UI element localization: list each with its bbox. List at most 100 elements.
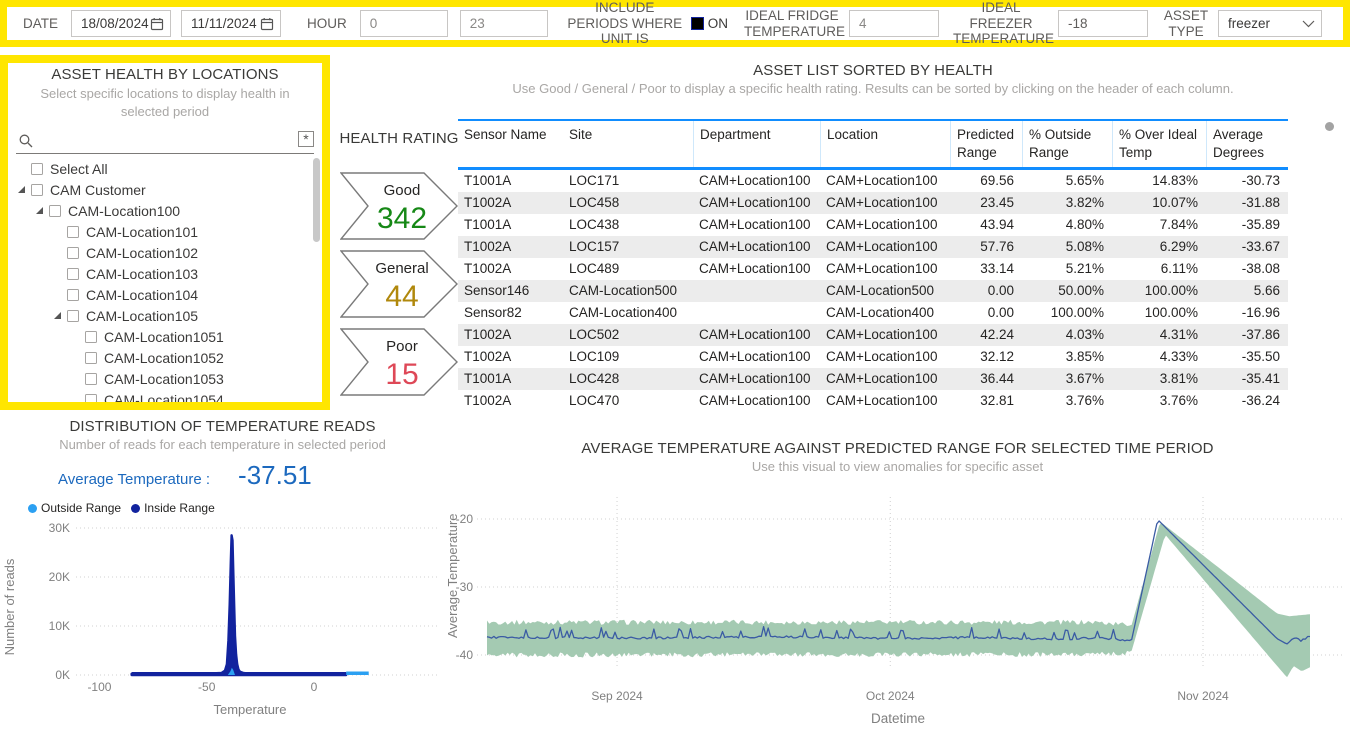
hour-to-input[interactable]: 23 [459, 10, 548, 37]
table-row[interactable]: T1002A LOC458 CAM+Location100 CAM+Location1… [458, 192, 1288, 215]
table-cell: 3.76% [1159, 393, 1198, 409]
table-cell: -37.86 [1241, 327, 1280, 343]
include-periods-toggle[interactable] [690, 17, 704, 30]
expand-arrow-icon[interactable] [18, 186, 31, 194]
table-cell: CAM-Location400 [826, 305, 935, 321]
table-row[interactable]: T1001A LOC428 CAM+Location100 CAM+Location1… [458, 368, 1288, 391]
table-cell: CAM-Location400 [569, 305, 678, 321]
table-row[interactable]: T1002A LOC489 CAM+Location100 CAM+Location1… [458, 258, 1288, 280]
column-header[interactable]: Sensor Name [464, 127, 547, 142]
location-checkbox[interactable] [67, 267, 79, 280]
location-label[interactable]: CAM-Location1053 [104, 370, 224, 387]
table-cell: Sensor82 [464, 305, 522, 321]
table-cell: 100.00% [1050, 305, 1104, 321]
location-checkbox[interactable] [31, 162, 43, 175]
location-checkbox[interactable] [67, 225, 79, 238]
location-checkbox[interactable] [85, 393, 97, 402]
location-label[interactable]: CAM-Location1054 [104, 391, 224, 406]
health-rating-panel: HEALTH RATING Good 342 General 44 Poor 15 [336, 130, 462, 396]
location-checkbox[interactable] [31, 183, 43, 196]
location-checkbox[interactable] [85, 372, 97, 385]
location-checkbox[interactable] [49, 204, 61, 217]
health-rating-good[interactable]: Good 342 [336, 172, 462, 240]
range-plot[interactable]: -20 -30 -40 Sep 2024 Oct 2024 Nov 2024 Datetim… [445, 495, 1350, 740]
table-cell [693, 302, 820, 324]
tree-item[interactable]: CAM-Location1052 [8, 347, 322, 368]
tree-item[interactable]: CAM-Location103 [8, 263, 322, 284]
asset-type-dropdown[interactable]: freezer [1218, 10, 1323, 37]
column-header[interactable]: % Over Ideal Temp [1112, 121, 1206, 168]
table-cell: LOC438 [569, 217, 620, 233]
location-label[interactable]: CAM-Location100 [68, 202, 181, 219]
tree-item[interactable]: CAM-Location104 [8, 284, 322, 305]
triangle-icon [18, 186, 25, 194]
location-checkbox[interactable] [67, 246, 79, 259]
calendar-icon[interactable] [260, 17, 274, 31]
asset-type-label: ASSET TYPE [1163, 7, 1209, 39]
date-to-input[interactable]: 11/11/2024 [181, 10, 282, 37]
ideal-fridge-input[interactable]: 4 [849, 10, 940, 37]
tree-item[interactable]: CAM Customer [8, 179, 322, 200]
tree-item[interactable]: CAM-Location100 [8, 200, 322, 221]
location-checkbox[interactable] [67, 309, 79, 322]
distribution-plot[interactable]: 0K 10K 20K 30K -100 -50 0 Temperature Number of … [0, 515, 445, 727]
range-chart-title: AVERAGE TEMPERATURE AGAINST PREDICTED RA… [581, 440, 1214, 457]
location-label[interactable]: CAM-Location101 [86, 223, 199, 240]
table-row[interactable]: T1001A LOC438 CAM+Location100 CAM+Location1… [458, 214, 1288, 236]
legend-dot-icon [131, 503, 141, 513]
location-checkbox[interactable] [85, 330, 97, 343]
svg-text:Good: Good [384, 182, 421, 199]
location-label[interactable]: CAM-Location103 [86, 265, 199, 282]
tree-item[interactable]: CAM-Location102 [8, 242, 322, 263]
column-header[interactable]: Location [820, 121, 950, 168]
ideal-fridge-label: IDEAL FRIDGE TEMPERATURE [744, 7, 846, 39]
table-scrollbar-dot[interactable] [1325, 122, 1334, 131]
column-header[interactable]: % Outside Range [1022, 121, 1112, 168]
health-rating-poor[interactable]: Poor 15 [336, 328, 462, 396]
tree-item[interactable]: CAM-Location101 [8, 221, 322, 242]
calendar-icon[interactable] [150, 17, 164, 31]
location-label[interactable]: Select All [50, 160, 108, 177]
table-row[interactable]: T1002A LOC470 CAM+Location100 CAM+Location1… [458, 390, 1288, 412]
tree-item[interactable]: Select All [8, 158, 322, 179]
location-label[interactable]: CAM-Location1051 [104, 328, 224, 345]
location-checkbox[interactable] [85, 351, 97, 364]
table-row[interactable]: T1002A LOC109 CAM+Location100 CAM+Location1… [458, 346, 1288, 368]
column-header[interactable]: Department [693, 121, 820, 168]
location-label[interactable]: CAM-Location104 [86, 286, 199, 303]
svg-text:0K: 0K [55, 668, 70, 682]
date-to-value: 11/11/2024 [191, 16, 257, 31]
table-cell: 5.08% [1065, 239, 1104, 255]
date-from-input[interactable]: 18/08/2024 [71, 10, 172, 37]
table-row[interactable]: Sensor82 CAM-Location400 CAM-Location400 0.… [458, 302, 1288, 324]
tree-item[interactable]: CAM-Location1051 [8, 326, 322, 347]
legend-item[interactable]: Inside Range [131, 501, 215, 515]
select-all-star-icon[interactable]: * [298, 131, 314, 148]
column-header[interactable]: Average Degrees [1206, 121, 1288, 168]
location-label[interactable]: CAM-Location102 [86, 244, 199, 261]
column-header[interactable]: Predicted Range [950, 121, 1022, 168]
ideal-freezer-input[interactable]: -18 [1058, 10, 1149, 37]
location-search-input[interactable]: * [16, 128, 314, 155]
expand-arrow-icon[interactable] [54, 312, 67, 320]
column-header[interactable]: Site [569, 127, 593, 142]
table-cell: 3.82% [1065, 195, 1104, 211]
tree-item[interactable]: CAM-Location105 [8, 305, 322, 326]
tree-item[interactable]: CAM-Location1054 [8, 389, 322, 406]
table-cell: 0.00 [987, 305, 1014, 321]
location-label[interactable]: CAM-Location105 [86, 307, 199, 324]
svg-text:Sep 2024: Sep 2024 [591, 689, 643, 703]
health-rating-general[interactable]: General 44 [336, 250, 462, 318]
expand-arrow-icon[interactable] [36, 207, 49, 215]
table-row[interactable]: T1001A LOC171 CAM+Location100 CAM+Location1… [458, 170, 1288, 192]
hour-from-input[interactable]: 0 [359, 10, 448, 37]
location-label[interactable]: CAM-Location1052 [104, 349, 224, 366]
tree-item[interactable]: CAM-Location1053 [8, 368, 322, 389]
location-checkbox[interactable] [67, 288, 79, 301]
tree-scrollbar-thumb[interactable] [313, 158, 320, 242]
table-row[interactable]: T1002A LOC157 CAM+Location100 CAM+Location1… [458, 236, 1288, 259]
legend-item[interactable]: Outside Range [28, 501, 121, 515]
table-row[interactable]: Sensor146 CAM-Location500 CAM-Location500 0… [458, 280, 1288, 303]
location-label[interactable]: CAM Customer [50, 181, 146, 198]
table-row[interactable]: T1002A LOC502 CAM+Location100 CAM+Location1… [458, 324, 1288, 347]
